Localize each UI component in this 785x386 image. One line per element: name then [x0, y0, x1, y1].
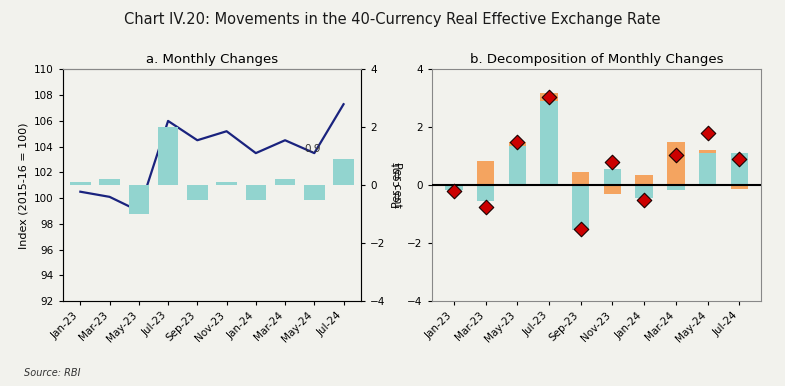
Bar — [572, 185, 590, 230]
Title: a. Monthly Changes: a. Monthly Changes — [146, 52, 278, 66]
Bar — [334, 159, 354, 185]
Bar — [304, 185, 324, 200]
Bar — [509, 142, 526, 146]
Bar — [604, 185, 621, 194]
Change in REER — [447, 188, 460, 194]
Bar — [275, 179, 295, 185]
Bar — [217, 183, 237, 185]
Bar — [540, 102, 558, 185]
Bar — [731, 154, 748, 185]
Y-axis label: Index (2015-16 = 100): Index (2015-16 = 100) — [19, 122, 28, 249]
Bar — [187, 185, 207, 200]
Bar — [246, 185, 266, 200]
Change in REER — [733, 156, 746, 163]
Bar — [635, 185, 653, 198]
Text: Chart IV.20: Movements in the 40-Currency Real Effective Exchange Rate: Chart IV.20: Movements in the 40-Currenc… — [124, 12, 661, 27]
Bar — [158, 127, 178, 185]
Bar — [477, 185, 495, 201]
Y-axis label: Per cent: Per cent — [392, 163, 402, 208]
Legend: Relative price effect, Nominal exchange rate effect, Change in REER: Relative price effect, Nominal exchange … — [430, 383, 721, 386]
Text: Source: RBI: Source: RBI — [24, 368, 80, 378]
Bar — [100, 179, 120, 185]
Bar — [509, 146, 526, 185]
Legend: Change in REER (RHS), REER: Change in REER (RHS), REER — [104, 384, 320, 386]
Change in REER — [606, 159, 619, 165]
Y-axis label: Per cent: Per cent — [392, 163, 402, 208]
Change in REER — [638, 197, 651, 203]
Change in REER — [575, 225, 587, 232]
Change in REER — [670, 152, 682, 158]
Bar — [699, 154, 716, 185]
Bar — [699, 150, 716, 154]
Bar — [445, 185, 462, 190]
Change in REER — [480, 204, 492, 210]
Bar — [540, 93, 558, 102]
Change in REER — [511, 139, 524, 145]
Bar — [70, 183, 90, 185]
Title: b. Decomposition of Monthly Changes: b. Decomposition of Monthly Changes — [470, 52, 723, 66]
Bar — [731, 185, 748, 189]
Bar — [129, 185, 149, 214]
Change in REER — [701, 130, 714, 136]
Bar — [477, 161, 495, 185]
Text: 0.9: 0.9 — [304, 144, 320, 154]
Bar — [604, 169, 621, 185]
Change in REER — [542, 94, 555, 100]
Bar — [635, 175, 653, 185]
Bar — [572, 172, 590, 185]
Bar — [667, 185, 685, 190]
Bar — [667, 142, 685, 185]
